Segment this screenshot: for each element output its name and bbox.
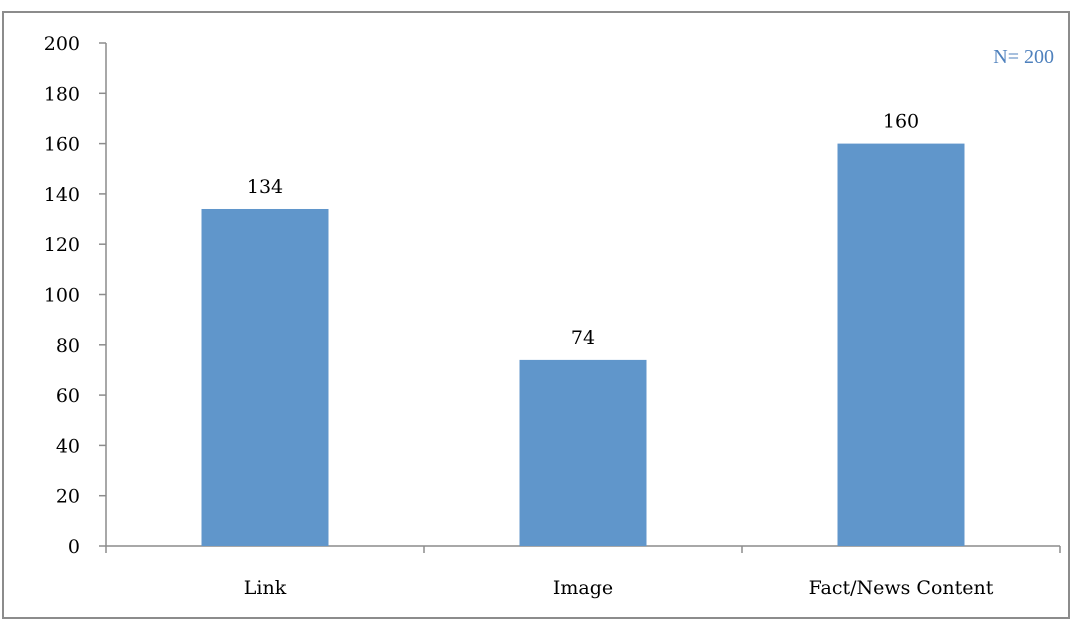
bar-value-label: 74 — [571, 327, 595, 349]
x-axis: Link Image Fact/News Content — [105, 545, 1061, 599]
y-tick-label: 160 — [44, 134, 80, 156]
bar-link — [201, 208, 329, 547]
y-tick-label: 0 — [68, 536, 80, 558]
y-tick-label: 80 — [56, 335, 80, 357]
y-tick-label: 140 — [44, 184, 80, 206]
y-tick-label: 200 — [44, 33, 80, 55]
y-tick-label: 40 — [56, 435, 80, 457]
sample-size-annotation: N= 200 — [993, 46, 1054, 68]
y-tick-label: 100 — [44, 285, 80, 307]
data-labels: 134 74 160 — [247, 111, 919, 349]
y-tick-label: 20 — [56, 486, 80, 508]
y-tick-label: 180 — [44, 83, 80, 105]
y-tick-label: 60 — [56, 385, 80, 407]
x-category-label: Fact/News Content — [809, 577, 994, 599]
bar-value-label: 160 — [883, 111, 919, 133]
bar-image — [519, 359, 647, 546]
bars — [201, 143, 965, 547]
bar-value-label: 134 — [247, 176, 283, 198]
x-category-label: Image — [553, 577, 613, 599]
y-axis: 0 20 40 60 80 100 120 140 160 180 200 — [44, 33, 107, 558]
y-tick-label: 120 — [44, 234, 80, 256]
x-category-label: Link — [244, 577, 287, 599]
bar-fact-news-content — [837, 143, 965, 546]
